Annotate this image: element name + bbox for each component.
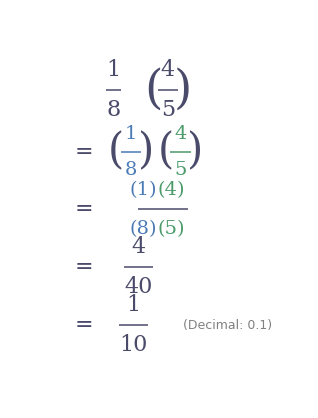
Text: ): )	[138, 130, 154, 173]
Text: 4: 4	[161, 59, 175, 82]
Text: 1: 1	[126, 294, 141, 316]
Text: ): )	[187, 130, 203, 173]
Text: 1: 1	[107, 59, 121, 82]
Text: 5: 5	[161, 99, 175, 121]
Text: (Decimal: 0.1): (Decimal: 0.1)	[183, 319, 272, 332]
Text: 1: 1	[125, 125, 137, 143]
Text: =: =	[75, 314, 93, 336]
Text: =: =	[75, 140, 93, 163]
Text: (1): (1)	[129, 181, 157, 199]
Text: ): )	[174, 68, 192, 113]
Text: =: =	[75, 199, 93, 220]
Text: =: =	[75, 256, 93, 278]
Text: 8: 8	[107, 99, 121, 121]
Text: (: (	[144, 68, 162, 113]
Text: (4): (4)	[157, 181, 184, 199]
Text: 8: 8	[125, 161, 137, 178]
Text: 10: 10	[119, 334, 148, 357]
Text: 4: 4	[131, 237, 145, 258]
Text: (: (	[157, 130, 174, 173]
Text: 40: 40	[124, 276, 153, 298]
Text: (: (	[108, 130, 124, 173]
Text: (8): (8)	[129, 220, 157, 238]
Text: (5): (5)	[157, 220, 184, 238]
Text: 4: 4	[174, 125, 186, 143]
Text: 5: 5	[174, 161, 186, 178]
